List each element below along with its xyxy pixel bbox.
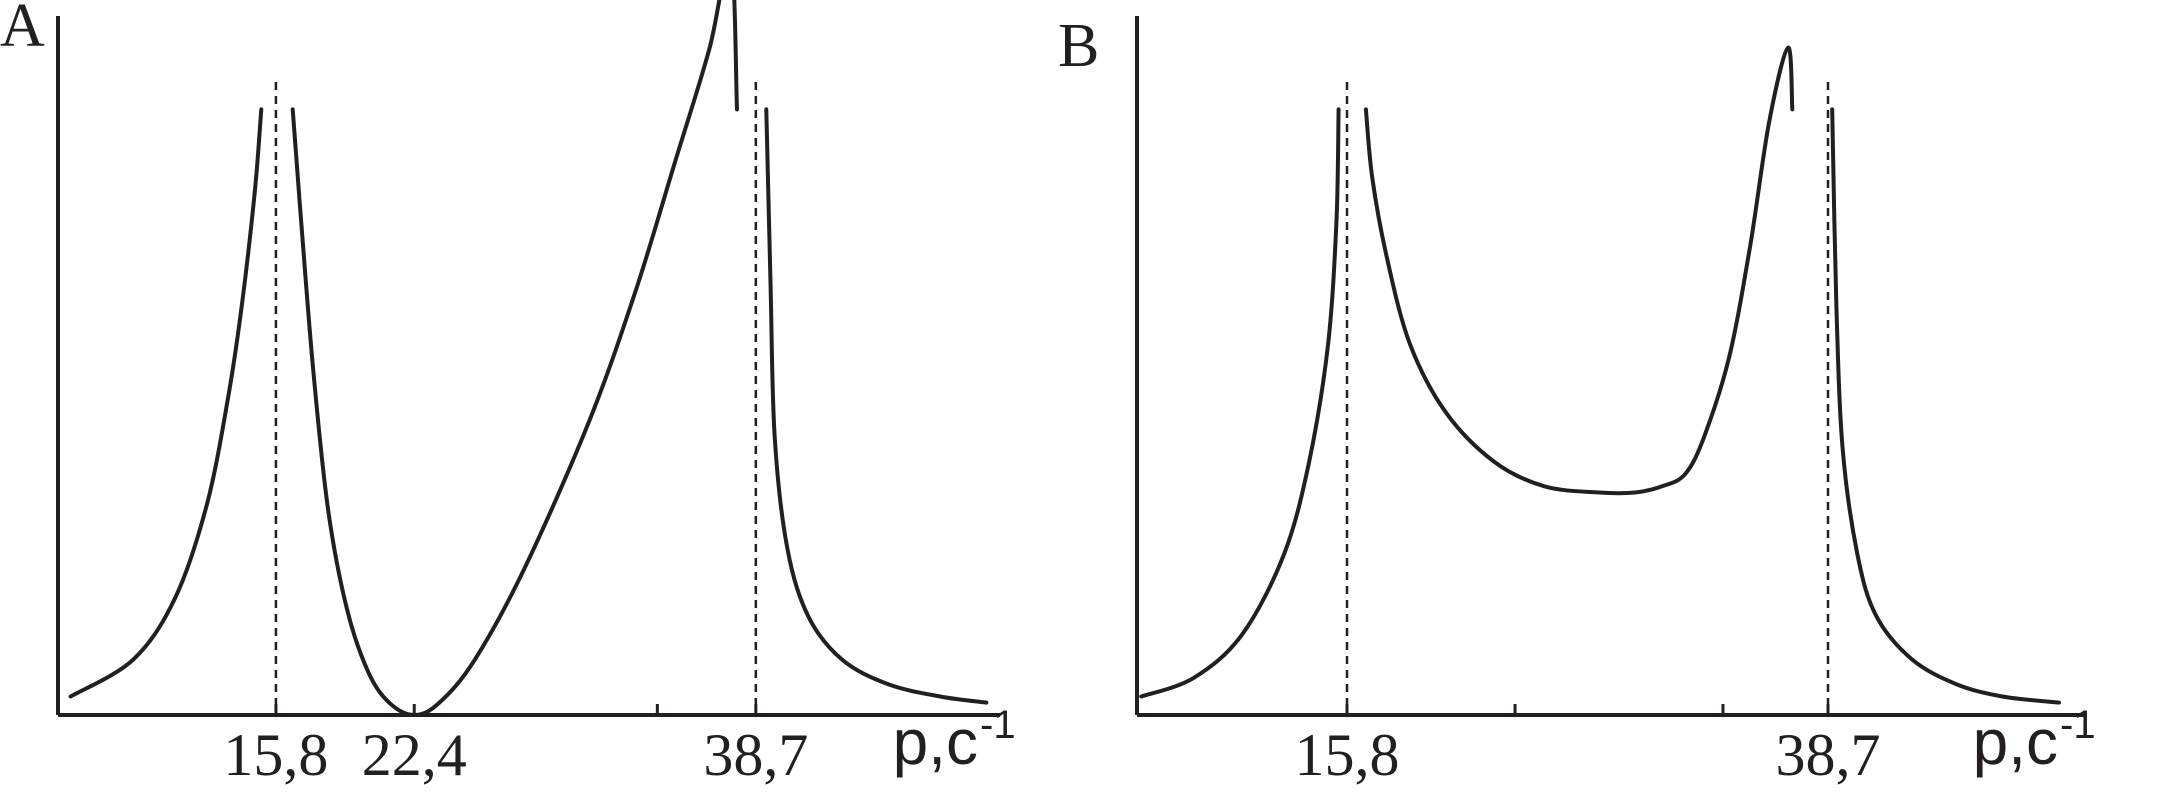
curve-segment-2 — [1363, 45, 1795, 496]
chart-panel-b: B 15,8 38,7 p,c -1 — [1058, 12, 2096, 788]
panel-letter-a: A — [0, 0, 45, 60]
curve-segment-1 — [1139, 107, 1341, 699]
x-tick-label-2: 38,7 — [1776, 722, 1881, 788]
x-tick-label-2: 22,4 — [362, 722, 467, 788]
chart-panel-a: A 15,8 22,4 38,7 p,c -1 — [0, 0, 1016, 788]
curve-segment-2 — [290, 0, 739, 717]
curve-segment-3 — [1830, 107, 2061, 705]
curve-segment-1 — [68, 107, 264, 699]
x-tick-label-3: 38,7 — [703, 722, 808, 788]
x-tick-label-1: 15,8 — [1295, 722, 1400, 788]
panel-letter-b: B — [1058, 12, 1099, 80]
x-axis-label: p,c — [1973, 706, 2058, 778]
x-axis-label-superscript: -1 — [2060, 703, 2096, 747]
x-axis-label: p,c — [893, 706, 978, 778]
x-axis-label-superscript: -1 — [980, 703, 1016, 747]
x-tick-label-1: 15,8 — [223, 722, 328, 788]
curve-segment-3 — [764, 107, 989, 705]
